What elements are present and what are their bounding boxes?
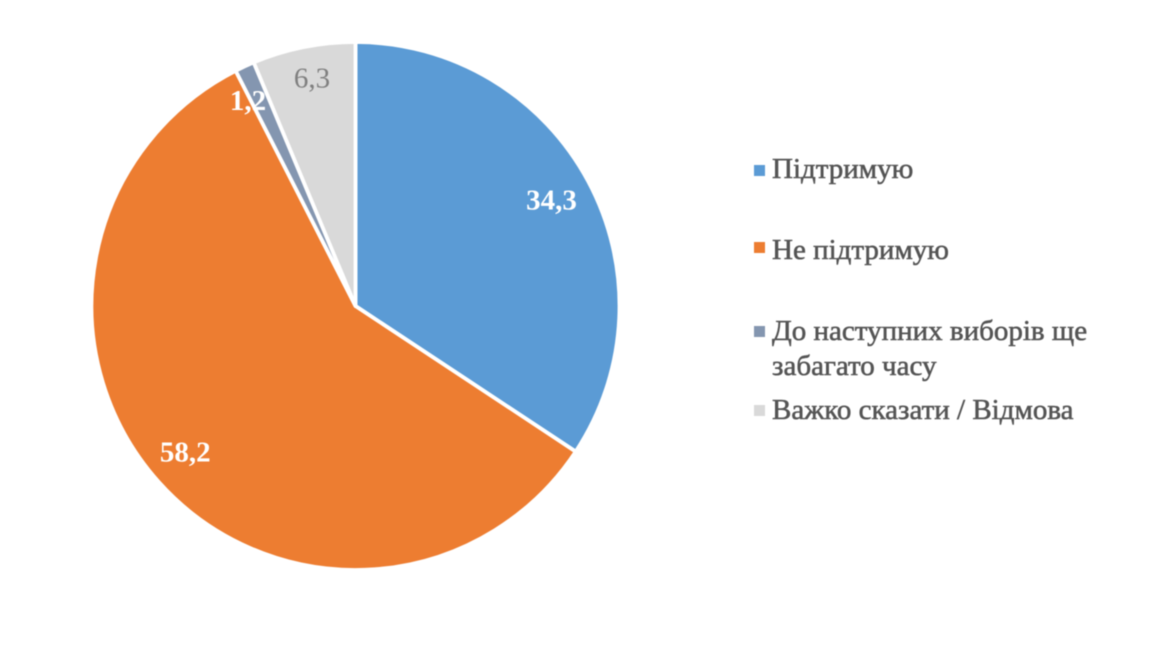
svg-text:1,2: 1,2 — [230, 85, 266, 117]
svg-text:34,3: 34,3 — [526, 185, 577, 217]
svg-text:58,2: 58,2 — [160, 437, 211, 469]
svg-text:6,3: 6,3 — [294, 63, 330, 95]
